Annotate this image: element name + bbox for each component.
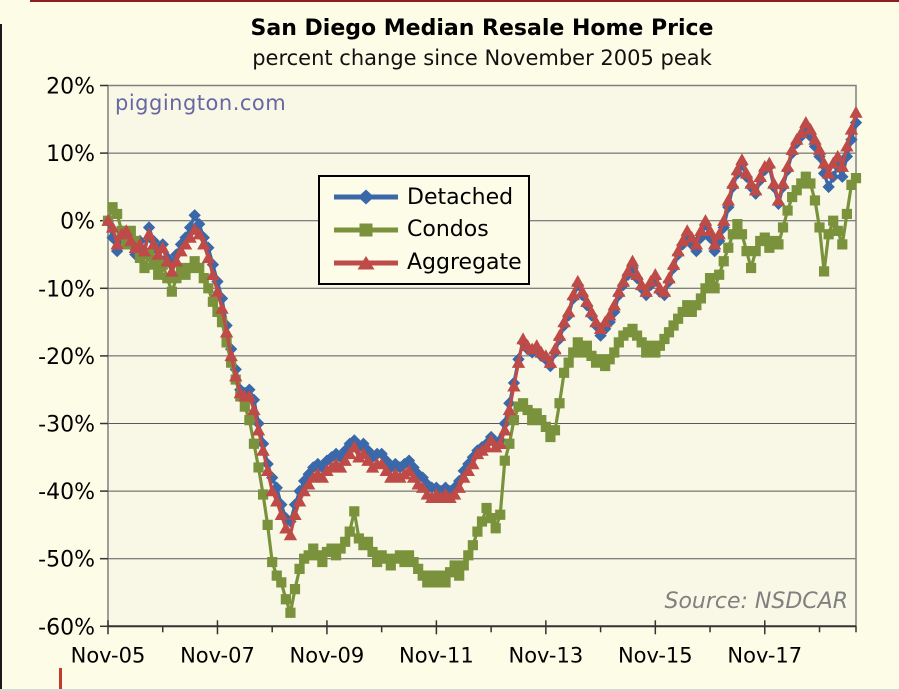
bottom-edge-artifact-line — [0, 689, 899, 691]
y-tick-label: -60% — [38, 615, 95, 640]
legend-label-condos: Condos — [407, 217, 489, 243]
x-tick-label: Nov-13 — [508, 643, 583, 667]
legend: Detached Condos Aggregate — [318, 175, 530, 285]
x-tick-label: Nov-07 — [180, 643, 255, 667]
legend-item-condos: Condos — [332, 217, 528, 242]
top-edge-artifact-line — [30, 0, 899, 2]
y-tick-label: -40% — [38, 480, 95, 505]
x-tick-label: Nov-17 — [727, 643, 802, 667]
y-tick-label: -20% — [38, 345, 95, 370]
red-edge-artifact-mark — [59, 668, 62, 691]
watermark-text: piggington.com — [115, 91, 287, 115]
left-edge-artifact-line — [0, 24, 2, 691]
x-tick-label: Nov-05 — [71, 643, 146, 667]
y-tick-label: 20% — [46, 75, 95, 100]
chart-title: San Diego Median Resale Home Price — [250, 16, 714, 41]
legend-item-aggregate: Aggregate — [332, 250, 528, 275]
aggregate-line-triangle-marker-icon — [332, 254, 400, 272]
detached-line-diamond-marker-icon — [332, 188, 400, 206]
y-tick-label: -30% — [38, 413, 95, 438]
x-tick-label: Nov-15 — [618, 643, 693, 667]
condos-line-square-marker-icon — [332, 221, 400, 239]
x-tick-label: Nov-09 — [290, 643, 365, 667]
y-tick-label: -50% — [38, 548, 95, 573]
legend-label-detached: Detached — [407, 184, 514, 210]
y-tick-label: -10% — [38, 277, 95, 302]
y-tick-label: 10% — [46, 142, 95, 167]
series-markers-aggregate — [101, 105, 863, 541]
y-tick-label: 0% — [60, 210, 95, 235]
chart-subtitle: percent change since November 2005 peak — [252, 46, 712, 70]
legend-label-aggregate: Aggregate — [407, 250, 522, 276]
x-tick-label: Nov-11 — [399, 643, 474, 667]
source-note: Source: NSDCAR — [664, 589, 848, 614]
legend-item-detached: Detached — [332, 185, 528, 210]
